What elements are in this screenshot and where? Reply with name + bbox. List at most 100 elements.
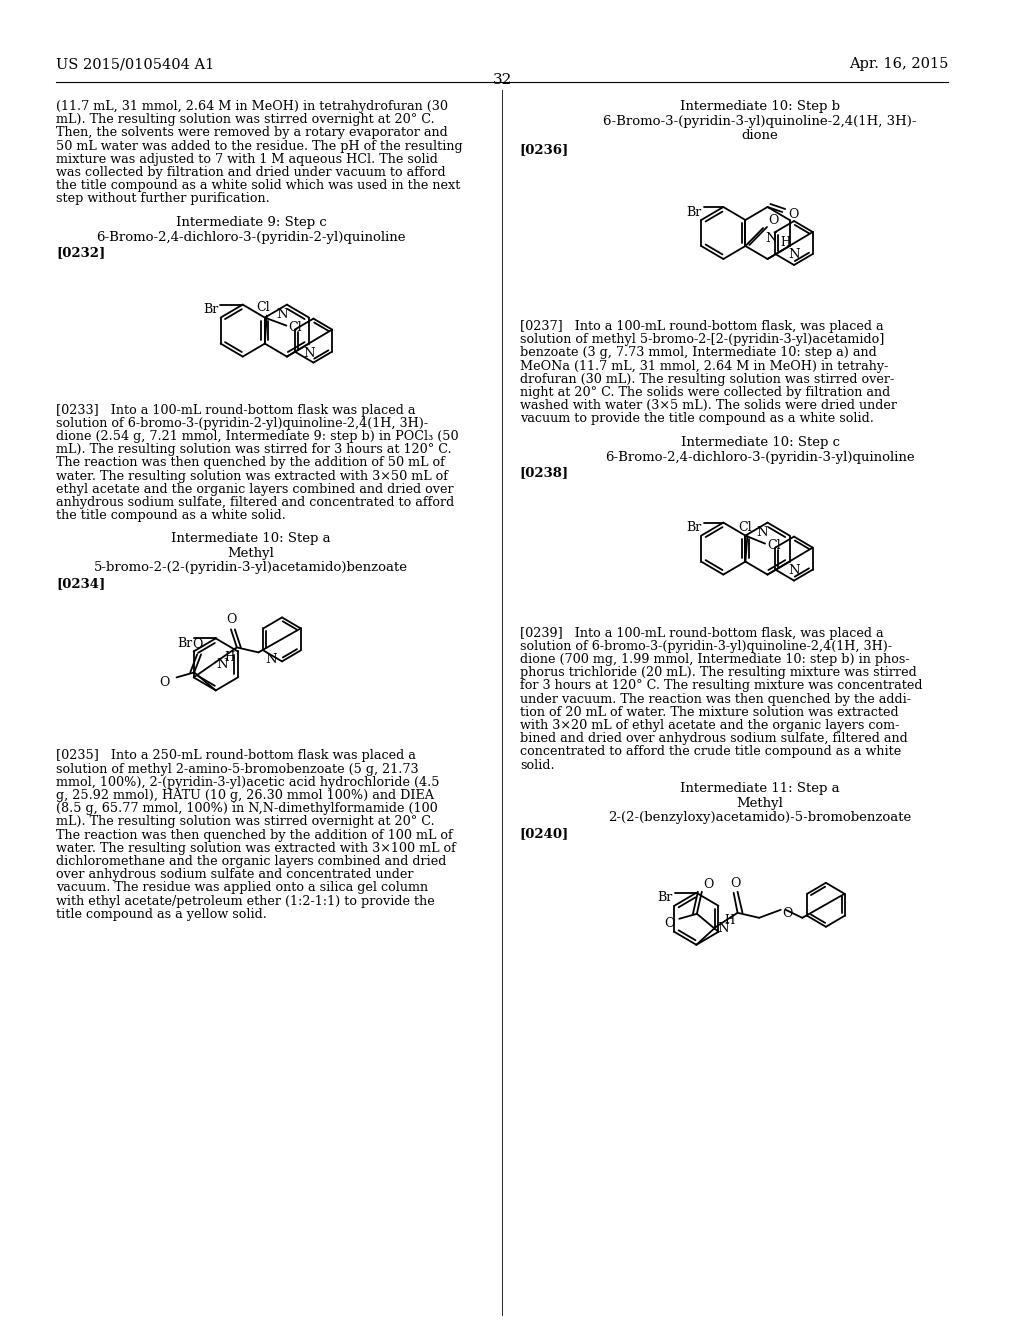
Text: (11.7 mL, 31 mmol, 2.64 M in MeOH) in tetrahydrofuran (30: (11.7 mL, 31 mmol, 2.64 M in MeOH) in te… <box>56 100 447 114</box>
Text: N: N <box>304 347 315 359</box>
Text: Methyl: Methyl <box>227 548 274 561</box>
Text: Cl: Cl <box>256 301 269 314</box>
Text: vacuum to provide the title compound as a white solid.: vacuum to provide the title compound as … <box>520 412 873 425</box>
Text: g, 25.92 mmol), HATU (10 g, 26.30 mmol 100%) and DIEA: g, 25.92 mmol), HATU (10 g, 26.30 mmol 1… <box>56 789 434 803</box>
Text: [0234]: [0234] <box>56 577 105 590</box>
Text: step without further purification.: step without further purification. <box>56 193 269 206</box>
Text: N: N <box>788 564 800 577</box>
Text: MeONa (11.7 mL, 31 mmol, 2.64 M in MeOH) in tetrahy-: MeONa (11.7 mL, 31 mmol, 2.64 M in MeOH)… <box>520 359 888 372</box>
Text: night at 20° C. The solids were collected by filtration and: night at 20° C. The solids were collecte… <box>520 385 890 399</box>
Text: Intermediate 10: Step b: Intermediate 10: Step b <box>680 100 840 114</box>
Text: [0236]: [0236] <box>520 143 569 156</box>
Text: N: N <box>757 525 768 539</box>
Text: [0239]   Into a 100-mL round-bottom flask, was placed a: [0239] Into a 100-mL round-bottom flask,… <box>520 627 884 640</box>
Text: O: O <box>730 876 740 890</box>
Text: Br: Br <box>203 304 218 315</box>
Text: O: O <box>225 614 237 627</box>
Text: O: O <box>703 878 714 891</box>
Text: Br: Br <box>686 521 701 535</box>
Text: 2-(2-(benzyloxy)acetamido)-5-bromobenzoate: 2-(2-(benzyloxy)acetamido)-5-bromobenzoa… <box>608 810 911 824</box>
Text: [0237]   Into a 100-mL round-bottom flask, was placed a: [0237] Into a 100-mL round-bottom flask,… <box>520 319 884 333</box>
Text: [0232]: [0232] <box>56 247 105 260</box>
Text: Intermediate 11: Step a: Intermediate 11: Step a <box>680 781 840 795</box>
Text: dione: dione <box>741 129 778 143</box>
Text: [0238]: [0238] <box>520 466 569 479</box>
Text: title compound as a yellow solid.: title compound as a yellow solid. <box>56 908 267 921</box>
Text: [0240]: [0240] <box>520 826 569 840</box>
Text: Br: Br <box>657 891 673 904</box>
Text: [0235]   Into a 250-mL round-bottom flask was placed a: [0235] Into a 250-mL round-bottom flask … <box>56 750 416 763</box>
Text: H: H <box>725 915 735 928</box>
Text: with ethyl acetate/petroleum ether (1:2-1:1) to provide the: with ethyl acetate/petroleum ether (1:2-… <box>56 895 434 908</box>
Text: was collected by filtration and dried under vacuum to afford: was collected by filtration and dried un… <box>56 166 445 180</box>
Text: Then, the solvents were removed by a rotary evaporator and: Then, the solvents were removed by a rot… <box>56 127 447 140</box>
Text: Cl: Cl <box>289 321 302 334</box>
Text: O: O <box>788 209 799 222</box>
Text: O: O <box>160 676 170 689</box>
Text: N: N <box>265 653 276 667</box>
Text: solution of 6-bromo-3-(pyridin-2-yl)quinoline-2,4(1H, 3H)-: solution of 6-bromo-3-(pyridin-2-yl)quin… <box>56 417 428 430</box>
Text: drofuran (30 mL). The resulting solution was stirred over-: drofuran (30 mL). The resulting solution… <box>520 372 894 385</box>
Text: the title compound as a white solid which was used in the next: the title compound as a white solid whic… <box>56 180 460 193</box>
Text: mL). The resulting solution was stirred for 3 hours at 120° C.: mL). The resulting solution was stirred … <box>56 444 452 457</box>
Text: [0233]   Into a 100-mL round-bottom flask was placed a: [0233] Into a 100-mL round-bottom flask … <box>56 404 416 417</box>
Text: ethyl acetate and the organic layers combined and dried over: ethyl acetate and the organic layers com… <box>56 483 454 496</box>
Text: dione (700 mg, 1.99 mmol, Intermediate 10: step b) in phos-: dione (700 mg, 1.99 mmol, Intermediate 1… <box>520 653 909 667</box>
Text: solid.: solid. <box>520 759 554 772</box>
Text: under vacuum. The reaction was then quenched by the addi-: under vacuum. The reaction was then quen… <box>520 693 910 706</box>
Text: solution of 6-bromo-3-(pyridin-3-yl)quinoline-2,4(1H, 3H)-: solution of 6-bromo-3-(pyridin-3-yl)quin… <box>520 640 892 653</box>
Text: tion of 20 mL of water. The mixture solution was extracted: tion of 20 mL of water. The mixture solu… <box>520 706 898 719</box>
Text: O: O <box>782 907 793 920</box>
Text: mL). The resulting solution was stirred overnight at 20° C.: mL). The resulting solution was stirred … <box>56 816 434 829</box>
Text: Intermediate 10: Step a: Intermediate 10: Step a <box>171 532 331 545</box>
Text: washed with water (3×5 mL). The solids were dried under: washed with water (3×5 mL). The solids w… <box>520 399 897 412</box>
Text: water. The resulting solution was extracted with 3×100 mL of: water. The resulting solution was extrac… <box>56 842 456 855</box>
Text: concentrated to afford the crude title compound as a white: concentrated to afford the crude title c… <box>520 746 901 759</box>
Text: The reaction was then quenched by the addition of 100 mL of: The reaction was then quenched by the ad… <box>56 829 453 842</box>
Text: solution of methyl 5-bromo-2-[2-(pyridin-3-yl)acetamido]: solution of methyl 5-bromo-2-[2-(pyridin… <box>520 333 884 346</box>
Text: US 2015/0105404 A1: US 2015/0105404 A1 <box>56 57 214 71</box>
Text: O: O <box>664 917 675 931</box>
Text: 32: 32 <box>493 73 512 87</box>
Text: Cl: Cl <box>767 539 780 552</box>
Text: solution of methyl 2-amino-5-bromobenzoate (5 g, 21.73: solution of methyl 2-amino-5-bromobenzoa… <box>56 763 419 776</box>
Text: The reaction was then quenched by the addition of 50 mL of: The reaction was then quenched by the ad… <box>56 457 444 470</box>
Text: mixture was adjusted to 7 with 1 M aqueous HCl. The solid: mixture was adjusted to 7 with 1 M aqueo… <box>56 153 438 166</box>
Text: water. The resulting solution was extracted with 3×50 mL of: water. The resulting solution was extrac… <box>56 470 447 483</box>
Text: 5-bromo-2-(2-(pyridin-3-yl)acetamido)benzoate: 5-bromo-2-(2-(pyridin-3-yl)acetamido)ben… <box>94 561 409 574</box>
Text: bined and dried over anhydrous sodium sulfate, filtered and: bined and dried over anhydrous sodium su… <box>520 733 907 746</box>
Text: over anhydrous sodium sulfate and concentrated under: over anhydrous sodium sulfate and concen… <box>56 869 414 882</box>
Text: dione (2.54 g, 7.21 mmol, Intermediate 9: step b) in POCl₃ (50: dione (2.54 g, 7.21 mmol, Intermediate 9… <box>56 430 459 444</box>
Text: 6-Bromo-3-(pyridin-3-yl)quinoline-2,4(1H, 3H)-: 6-Bromo-3-(pyridin-3-yl)quinoline-2,4(1H… <box>603 115 916 128</box>
Text: for 3 hours at 120° C. The resulting mixture was concentrated: for 3 hours at 120° C. The resulting mix… <box>520 680 923 693</box>
Text: Intermediate 10: Step c: Intermediate 10: Step c <box>681 436 840 449</box>
Text: N: N <box>788 248 800 261</box>
Text: anhydrous sodium sulfate, filtered and concentrated to afford: anhydrous sodium sulfate, filtered and c… <box>56 496 455 510</box>
Text: Apr. 16, 2015: Apr. 16, 2015 <box>849 57 948 71</box>
Text: 6-Bromo-2,4-dichloro-3-(pyridin-2-yl)quinoline: 6-Bromo-2,4-dichloro-3-(pyridin-2-yl)qui… <box>96 231 406 244</box>
Text: dichloromethane and the organic layers combined and dried: dichloromethane and the organic layers c… <box>56 855 446 869</box>
Text: mL). The resulting solution was stirred overnight at 20° C.: mL). The resulting solution was stirred … <box>56 114 434 127</box>
Text: (8.5 g, 65.77 mmol, 100%) in N,N-dimethylformamide (100: (8.5 g, 65.77 mmol, 100%) in N,N-dimethy… <box>56 803 437 816</box>
Text: Cl: Cl <box>738 520 753 533</box>
Text: O: O <box>191 639 203 651</box>
Text: Intermediate 9: Step c: Intermediate 9: Step c <box>176 215 327 228</box>
Text: N: N <box>717 923 729 936</box>
Text: O: O <box>768 214 778 227</box>
Text: Br: Br <box>177 636 193 649</box>
Text: Methyl: Methyl <box>736 797 783 809</box>
Text: benzoate (3 g, 7.73 mmol, Intermediate 10: step a) and: benzoate (3 g, 7.73 mmol, Intermediate 1… <box>520 346 877 359</box>
Text: N: N <box>276 308 288 321</box>
Text: Br: Br <box>686 206 701 219</box>
Text: 50 mL water was added to the residue. The pH of the resulting: 50 mL water was added to the residue. Th… <box>56 140 463 153</box>
Text: N: N <box>765 232 776 246</box>
Text: N: N <box>216 657 228 671</box>
Text: with 3×20 mL of ethyl acetate and the organic layers com-: with 3×20 mL of ethyl acetate and the or… <box>520 719 899 733</box>
Text: 6-Bromo-2,4-dichloro-3-(pyridin-3-yl)quinoline: 6-Bromo-2,4-dichloro-3-(pyridin-3-yl)qui… <box>605 450 914 463</box>
Text: the title compound as a white solid.: the title compound as a white solid. <box>56 510 286 523</box>
Text: phorus trichloride (20 mL). The resulting mixture was stirred: phorus trichloride (20 mL). The resultin… <box>520 667 916 680</box>
Text: H: H <box>780 236 791 249</box>
Text: vacuum. The residue was applied onto a silica gel column: vacuum. The residue was applied onto a s… <box>56 882 428 895</box>
Text: mmol, 100%), 2-(pyridin-3-yl)acetic acid hydrochloride (4.5: mmol, 100%), 2-(pyridin-3-yl)acetic acid… <box>56 776 439 789</box>
Text: H: H <box>224 651 234 664</box>
